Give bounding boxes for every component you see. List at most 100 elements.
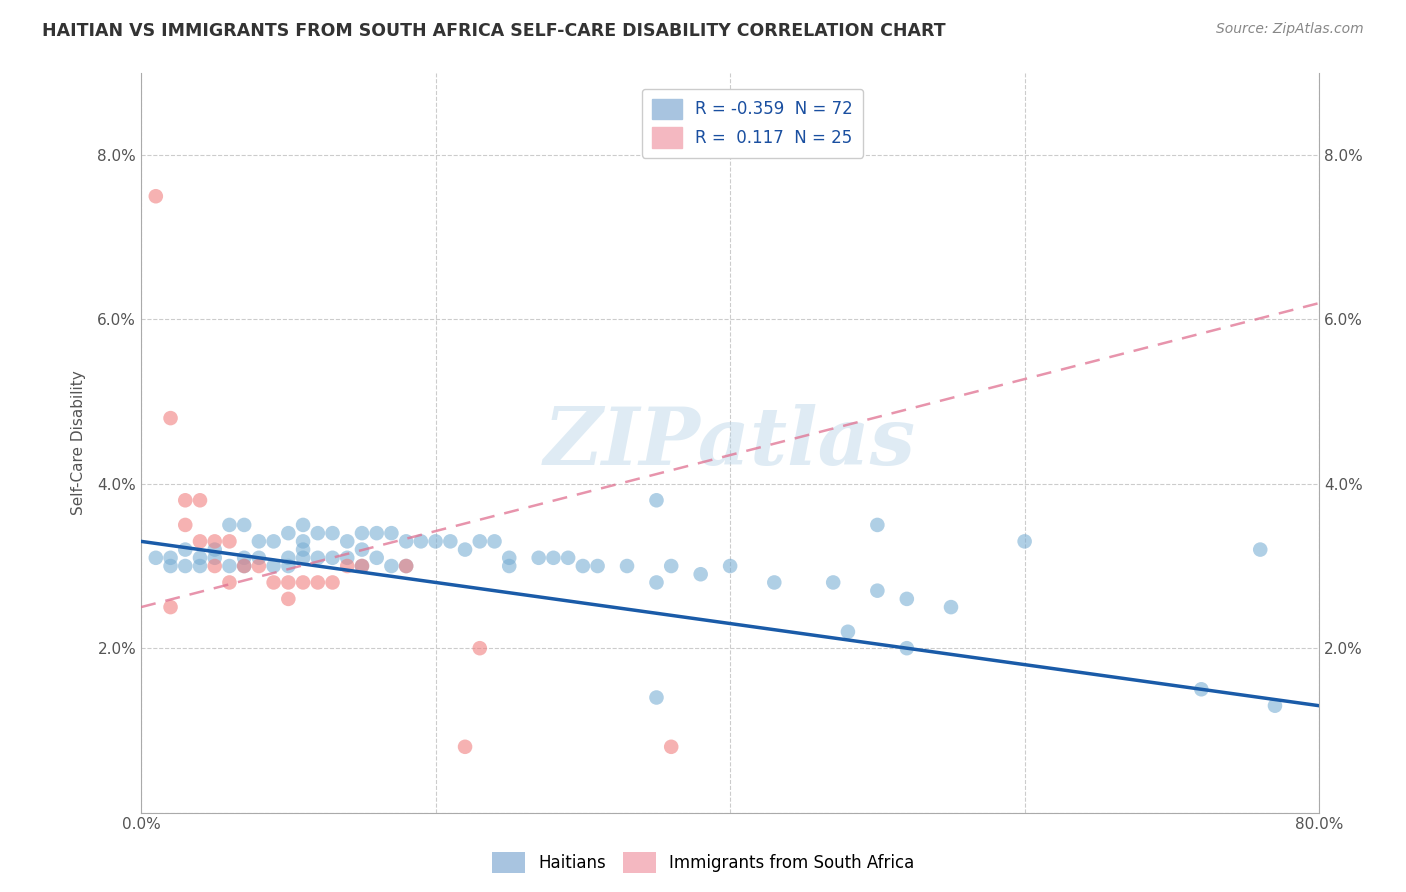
Point [454, 739, 477, 754]
Point [218, 534, 240, 549]
Text: ZIPatlas: ZIPatlas [544, 404, 917, 482]
Point [233, 517, 256, 532]
Point [1264, 698, 1286, 713]
Point [454, 542, 477, 557]
Point [233, 550, 256, 565]
Point [350, 542, 373, 557]
Point [468, 641, 491, 656]
Point [439, 534, 461, 549]
Point [218, 575, 240, 590]
Point [277, 559, 299, 574]
Point [718, 559, 741, 574]
Point [645, 493, 668, 508]
Point [159, 559, 181, 574]
Point [247, 559, 270, 574]
Point [659, 559, 682, 574]
Point [204, 559, 226, 574]
Point [659, 739, 682, 754]
Point [292, 542, 315, 557]
Point [174, 542, 197, 557]
Point [322, 550, 344, 565]
Point [292, 575, 315, 590]
Point [543, 550, 565, 565]
Point [527, 550, 550, 565]
Point [233, 559, 256, 574]
Point [380, 559, 402, 574]
Point [350, 526, 373, 541]
Point [145, 189, 167, 203]
Point [586, 559, 609, 574]
Point [292, 517, 315, 532]
Point [307, 575, 329, 590]
Point [395, 559, 418, 574]
Point [174, 517, 197, 532]
Point [823, 575, 845, 590]
Point [307, 550, 329, 565]
Point [468, 534, 491, 549]
Point [395, 559, 418, 574]
Point [350, 559, 373, 574]
Point [896, 641, 918, 656]
Point [322, 575, 344, 590]
Point [218, 559, 240, 574]
Point [307, 526, 329, 541]
Point [218, 517, 240, 532]
Point [616, 559, 638, 574]
Point [498, 550, 520, 565]
Point [292, 534, 315, 549]
Point [174, 559, 197, 574]
Point [292, 550, 315, 565]
Point [689, 567, 711, 582]
Point [939, 600, 962, 615]
Point [277, 550, 299, 565]
Point [277, 591, 299, 606]
Point [247, 534, 270, 549]
Point [350, 559, 373, 574]
Point [572, 559, 595, 574]
Point [336, 534, 359, 549]
Point [322, 526, 344, 541]
Point [425, 534, 447, 549]
Point [498, 559, 520, 574]
Point [159, 600, 181, 615]
Legend: R = -0.359  N = 72, R =  0.117  N = 25: R = -0.359 N = 72, R = 0.117 N = 25 [643, 88, 863, 158]
Point [866, 517, 889, 532]
Point [263, 559, 285, 574]
Point [204, 534, 226, 549]
Point [336, 550, 359, 565]
Point [188, 534, 211, 549]
Point [409, 534, 432, 549]
Point [336, 559, 359, 574]
Point [484, 534, 506, 549]
Point [645, 575, 668, 590]
Point [277, 575, 299, 590]
Point [645, 690, 668, 705]
Point [188, 493, 211, 508]
Point [277, 526, 299, 541]
Point [159, 550, 181, 565]
Point [204, 542, 226, 557]
Point [395, 534, 418, 549]
Legend: Haitians, Immigrants from South Africa: Haitians, Immigrants from South Africa [485, 846, 921, 880]
Point [763, 575, 786, 590]
Point [145, 550, 167, 565]
Point [380, 526, 402, 541]
Point [247, 550, 270, 565]
Text: HAITIAN VS IMMIGRANTS FROM SOUTH AFRICA SELF-CARE DISABILITY CORRELATION CHART: HAITIAN VS IMMIGRANTS FROM SOUTH AFRICA … [42, 22, 946, 40]
Point [188, 550, 211, 565]
Point [174, 493, 197, 508]
Point [1249, 542, 1271, 557]
Point [366, 550, 388, 565]
Text: Source: ZipAtlas.com: Source: ZipAtlas.com [1216, 22, 1364, 37]
Point [263, 575, 285, 590]
Point [837, 624, 859, 639]
Y-axis label: Self-Care Disability: Self-Care Disability [72, 370, 86, 516]
Point [233, 559, 256, 574]
Point [366, 526, 388, 541]
Point [1014, 534, 1036, 549]
Point [557, 550, 579, 565]
Point [263, 534, 285, 549]
Point [896, 591, 918, 606]
Point [204, 550, 226, 565]
Point [188, 559, 211, 574]
